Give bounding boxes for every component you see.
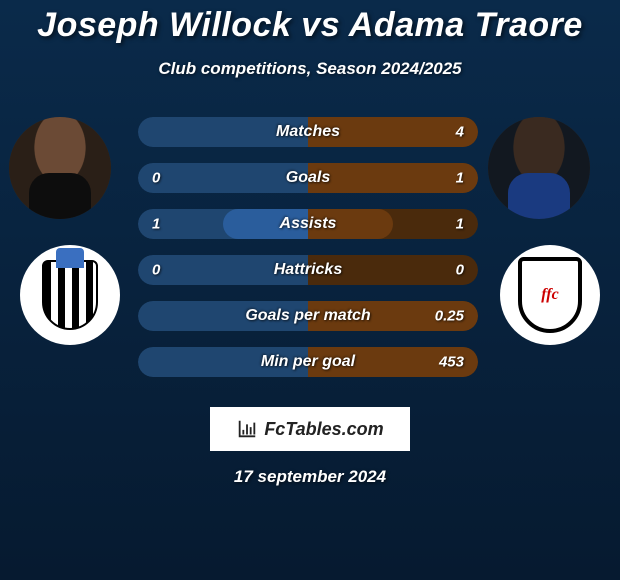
bar-right-value: 0.25	[435, 308, 464, 325]
stat-bar: Matches4	[138, 117, 478, 147]
stat-bar: Hattricks0 0	[138, 255, 478, 285]
player-left-avatar	[9, 117, 111, 219]
bar-label: Matches	[138, 123, 478, 141]
stat-bar: Goals per match0.25	[138, 301, 478, 331]
bar-right-value: 1	[456, 170, 464, 187]
date-text: 17 september 2024	[0, 467, 620, 487]
bar-right-value: 4	[456, 124, 464, 141]
stat-bar: Min per goal453	[138, 347, 478, 377]
player-right-avatar	[488, 117, 590, 219]
bar-label: Hattricks	[138, 261, 478, 279]
bar-left-value: 1	[152, 216, 160, 233]
bar-right-value: 1	[456, 216, 464, 233]
fulham-crest-icon: ffc	[518, 257, 582, 333]
bar-label: Min per goal	[138, 353, 478, 371]
bar-label: Goals per match	[138, 307, 478, 325]
bar-right-value: 453	[439, 354, 464, 371]
brand-text: FcTables.com	[264, 419, 383, 440]
page-title: Joseph Willock vs Adama Traore	[0, 0, 620, 45]
bar-left-value: 0	[152, 262, 160, 279]
bar-label: Goals	[138, 169, 478, 187]
chart-icon	[236, 418, 258, 440]
stat-bar: Goals0 1	[138, 163, 478, 193]
newcastle-crest-icon	[42, 260, 98, 330]
brand-badge: FcTables.com	[210, 407, 410, 451]
stat-bars: Matches4Goals01Assists11Hattricks00Goals…	[138, 117, 478, 393]
subtitle: Club competitions, Season 2024/2025	[0, 59, 620, 79]
club-right-badge: ffc	[500, 245, 600, 345]
comparison-panel: ffc Matches4Goals01Assists11Hattricks00G…	[0, 117, 620, 397]
bar-label: Assists	[138, 215, 478, 233]
stat-bar: Assists1 1	[138, 209, 478, 239]
bar-left-value: 0	[152, 170, 160, 187]
club-left-badge	[20, 245, 120, 345]
bar-right-value: 0	[456, 262, 464, 279]
